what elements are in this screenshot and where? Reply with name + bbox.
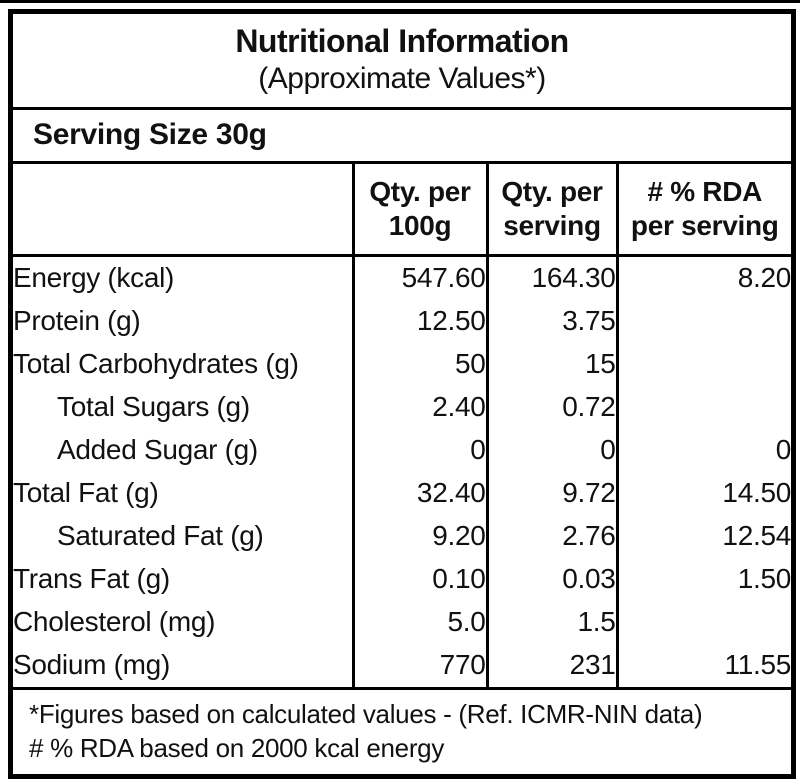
table-row: Sodium (mg) 770 231 11.55	[13, 643, 791, 687]
row-label: Total Carbohydrates (g)	[13, 348, 299, 380]
row-label: Protein (g)	[13, 305, 141, 337]
column-header-nutrient	[13, 163, 353, 257]
rda-per-serving-value	[615, 299, 791, 343]
table-row: Energy (kcal) 547.60 164.30 8.20	[13, 255, 791, 300]
qty-per-serving-value: 2.76	[485, 514, 617, 558]
qty-per-serving-value: 0.03	[485, 557, 617, 601]
nutrition-label: Nutritional Information (Approximate Val…	[8, 9, 796, 780]
qty-per-serving-value: 3.75	[485, 299, 617, 343]
row-label: Energy (kcal)	[13, 262, 175, 294]
qty-per-serving-value: 1.5	[485, 600, 617, 644]
footnote-rda-basis: # % RDA based on 2000 kcal energy	[29, 732, 445, 763]
column-header-qty-per-100g: Qty. per 100g	[351, 163, 487, 257]
qty-per-100g-value: 2.40	[351, 385, 487, 429]
rda-per-serving-value	[615, 600, 791, 644]
rda-per-serving-value: 12.54	[615, 514, 791, 558]
row-label: Cholesterol (mg)	[13, 606, 216, 638]
rda-per-serving-value: 1.50	[615, 557, 791, 601]
table-row: Total Carbohydrates (g) 50 15	[13, 342, 791, 386]
table-row: Cholesterol (mg) 5.0 1.5	[13, 600, 791, 644]
qty-per-serving-value: 15	[485, 342, 617, 386]
row-label: Total Sugars (g)	[57, 391, 250, 423]
row-label: Trans Fat (g)	[13, 563, 170, 595]
row-label: Total Fat (g)	[13, 477, 159, 509]
qty-per-serving-value: 9.72	[485, 471, 617, 515]
nutrition-table: Qty. per 100g Qty. per serving # % RDA p…	[13, 163, 791, 687]
rda-per-serving-value	[615, 342, 791, 386]
row-label: Saturated Fat (g)	[57, 520, 264, 552]
table-row: Trans Fat (g) 0.10 0.03 1.50	[13, 557, 791, 601]
table-row: Added Sugar (g) 0 0 0	[13, 428, 791, 472]
footnotes: *Figures based on calculated values - (R…	[13, 686, 791, 775]
qty-per-100g-value: 0.10	[351, 557, 487, 601]
qty-per-100g-value: 547.60	[351, 255, 487, 300]
rda-per-serving-value	[615, 385, 791, 429]
qty-per-serving-value: 0	[485, 428, 617, 472]
footnote-calculated-values: *Figures based on calculated values - (R…	[29, 698, 703, 729]
table-row: Protein (g) 12.50 3.75	[13, 299, 791, 343]
page-subtitle: (Approximate Values*)	[258, 62, 546, 96]
qty-per-100g-value: 50	[351, 342, 487, 386]
title-block: Nutritional Information (Approximate Val…	[13, 14, 791, 110]
column-header-rda-per-serving: # % RDA per serving	[615, 163, 791, 257]
serving-size-label: Serving Size 30g	[13, 110, 791, 164]
rda-per-serving-value: 0	[615, 428, 791, 472]
top-edge-line	[0, 0, 800, 3]
table-header-row: Qty. per 100g Qty. per serving # % RDA p…	[13, 163, 791, 257]
rda-per-serving-value: 14.50	[615, 471, 791, 515]
table-row: Total Sugars (g) 2.40 0.72	[13, 385, 791, 429]
qty-per-100g-value: 5.0	[351, 600, 487, 644]
qty-per-serving-value: 0.72	[485, 385, 617, 429]
row-label: Added Sugar (g)	[57, 434, 258, 466]
table-row: Saturated Fat (g) 9.20 2.76 12.54	[13, 514, 791, 558]
qty-per-100g-value: 32.40	[351, 471, 487, 515]
page-title: Nutritional Information	[235, 23, 569, 59]
table-row: Total Fat (g) 32.40 9.72 14.50	[13, 471, 791, 515]
row-label: Sodium (mg)	[13, 649, 170, 681]
rda-per-serving-value: 8.20	[615, 255, 791, 300]
qty-per-100g-value: 770	[351, 643, 487, 687]
qty-per-serving-value: 164.30	[485, 255, 617, 300]
qty-per-100g-value: 9.20	[351, 514, 487, 558]
qty-per-100g-value: 0	[351, 428, 487, 472]
column-header-qty-per-serving: Qty. per serving	[485, 163, 617, 257]
qty-per-100g-value: 12.50	[351, 299, 487, 343]
qty-per-serving-value: 231	[485, 643, 617, 687]
rda-per-serving-value: 11.55	[615, 643, 791, 687]
